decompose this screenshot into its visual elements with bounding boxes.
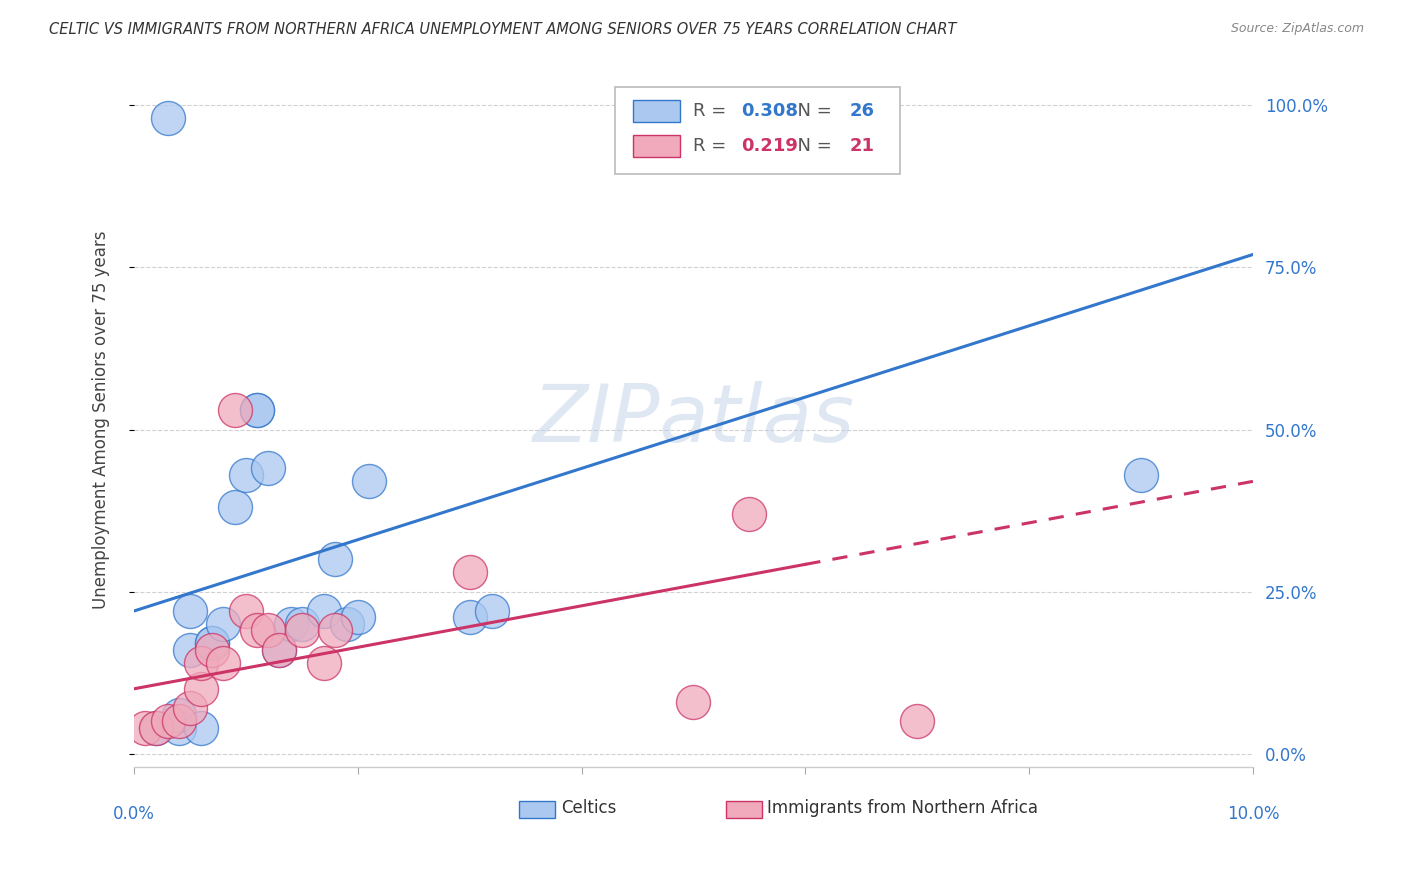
Point <box>145 721 167 735</box>
Point <box>156 112 179 126</box>
Point <box>905 714 928 729</box>
Point <box>257 624 280 638</box>
Point <box>458 565 481 579</box>
Text: 21: 21 <box>851 136 875 155</box>
Point <box>325 552 347 566</box>
Text: Source: ZipAtlas.com: Source: ZipAtlas.com <box>1230 22 1364 36</box>
Point <box>291 624 314 638</box>
Point <box>280 617 302 632</box>
Point <box>269 643 291 657</box>
Point <box>179 643 201 657</box>
Point <box>167 714 190 729</box>
Text: 0.219: 0.219 <box>741 136 799 155</box>
Point <box>167 707 190 722</box>
Text: Celtics: Celtics <box>561 799 617 817</box>
Text: 0.308: 0.308 <box>741 102 799 120</box>
Point <box>738 507 761 521</box>
Point <box>257 461 280 475</box>
Point <box>190 656 212 670</box>
Point <box>335 617 357 632</box>
Text: 0.0%: 0.0% <box>112 805 155 823</box>
Point <box>224 500 246 515</box>
Point <box>235 467 257 482</box>
Point <box>212 617 235 632</box>
FancyBboxPatch shape <box>725 801 762 818</box>
Point <box>224 403 246 417</box>
Text: N =: N = <box>786 102 838 120</box>
Text: R =: R = <box>693 136 733 155</box>
Text: CELTIC VS IMMIGRANTS FROM NORTHERN AFRICA UNEMPLOYMENT AMONG SENIORS OVER 75 YEA: CELTIC VS IMMIGRANTS FROM NORTHERN AFRIC… <box>49 22 956 37</box>
Point <box>481 604 503 618</box>
Text: N =: N = <box>786 136 838 155</box>
FancyBboxPatch shape <box>633 135 681 157</box>
Point <box>246 403 269 417</box>
Point <box>201 636 224 650</box>
Point <box>179 701 201 715</box>
FancyBboxPatch shape <box>519 801 555 818</box>
Point <box>246 403 269 417</box>
Point <box>314 604 336 618</box>
Text: 26: 26 <box>851 102 875 120</box>
Text: R =: R = <box>693 102 733 120</box>
Text: 10.0%: 10.0% <box>1226 805 1279 823</box>
Point <box>201 636 224 650</box>
Point <box>1130 467 1153 482</box>
Point <box>458 610 481 624</box>
Point <box>314 656 336 670</box>
Point <box>325 624 347 638</box>
Point <box>291 617 314 632</box>
FancyBboxPatch shape <box>633 100 681 122</box>
Text: Immigrants from Northern Africa: Immigrants from Northern Africa <box>768 799 1038 817</box>
Point <box>682 695 704 709</box>
FancyBboxPatch shape <box>614 87 900 174</box>
Point <box>190 721 212 735</box>
Point <box>156 714 179 729</box>
Y-axis label: Unemployment Among Seniors over 75 years: Unemployment Among Seniors over 75 years <box>93 230 110 609</box>
Point <box>145 721 167 735</box>
Point <box>235 604 257 618</box>
Point <box>357 475 380 489</box>
Point <box>190 681 212 696</box>
Point <box>212 656 235 670</box>
Point <box>201 643 224 657</box>
Point <box>246 624 269 638</box>
Point <box>134 721 156 735</box>
Point <box>167 721 190 735</box>
Point <box>346 610 368 624</box>
Text: ZIPatlas: ZIPatlas <box>533 381 855 458</box>
Point <box>179 604 201 618</box>
Point <box>269 643 291 657</box>
